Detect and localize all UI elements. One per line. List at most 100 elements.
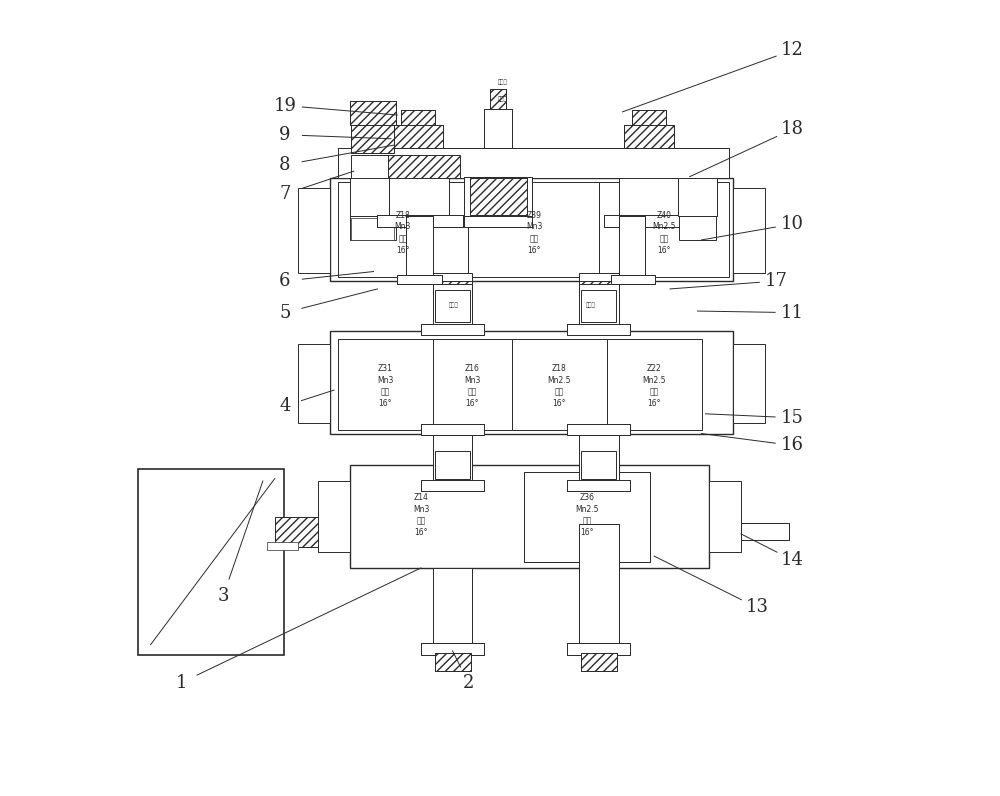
Bar — [567, 643, 630, 655]
Bar — [259, 523, 318, 540]
Bar — [512, 339, 607, 430]
Bar — [581, 654, 617, 671]
Bar — [393, 124, 443, 148]
Bar — [567, 424, 630, 435]
Bar — [741, 523, 789, 540]
Text: 3: 3 — [218, 587, 229, 605]
Bar — [421, 324, 484, 335]
Bar — [484, 109, 512, 148]
Bar — [579, 525, 619, 647]
Bar — [611, 275, 655, 284]
Bar — [567, 480, 630, 491]
Text: 16: 16 — [781, 436, 804, 455]
Bar — [741, 523, 789, 540]
Bar — [464, 177, 532, 217]
Bar — [433, 281, 472, 329]
Bar — [389, 178, 449, 217]
Bar — [138, 469, 284, 655]
Bar — [433, 568, 472, 647]
Bar — [632, 111, 666, 124]
Bar — [567, 424, 630, 435]
Bar — [433, 434, 472, 485]
Bar — [581, 291, 616, 322]
Bar — [599, 182, 729, 277]
Bar — [275, 517, 318, 547]
Bar — [338, 148, 729, 178]
Bar — [468, 182, 599, 277]
Bar — [406, 217, 433, 281]
Bar — [433, 281, 472, 329]
Bar — [421, 424, 484, 435]
Bar — [338, 339, 433, 430]
Bar — [433, 568, 472, 647]
Bar — [604, 215, 690, 228]
Bar — [678, 178, 717, 217]
Bar — [435, 654, 471, 671]
Bar — [604, 215, 690, 228]
Bar — [401, 111, 435, 124]
Text: 19: 19 — [273, 96, 296, 115]
Bar — [632, 111, 666, 124]
Bar — [350, 178, 389, 217]
Bar — [435, 291, 470, 322]
Bar — [298, 188, 330, 273]
Bar — [389, 178, 449, 217]
Bar — [433, 568, 472, 647]
Bar — [433, 434, 472, 485]
Bar — [433, 273, 472, 281]
Bar — [350, 101, 396, 124]
Bar — [350, 217, 396, 240]
Bar — [484, 109, 512, 148]
Text: 5: 5 — [279, 303, 291, 322]
Bar — [604, 215, 690, 228]
Bar — [377, 154, 460, 178]
Bar — [619, 217, 645, 281]
Bar — [524, 471, 650, 563]
Text: 11: 11 — [781, 303, 804, 322]
Bar — [421, 643, 484, 655]
Bar — [433, 281, 472, 329]
Bar — [397, 275, 442, 284]
Text: 17: 17 — [765, 272, 788, 290]
Text: 14: 14 — [781, 551, 804, 569]
Bar — [421, 424, 484, 435]
Bar — [284, 523, 318, 540]
Text: 12: 12 — [781, 41, 804, 59]
Bar — [579, 434, 619, 485]
Bar — [231, 520, 259, 544]
Bar — [421, 480, 484, 491]
Bar — [567, 424, 630, 435]
Bar — [579, 281, 619, 329]
Bar — [275, 517, 318, 547]
Bar — [619, 217, 645, 281]
Text: 输出轴: 输出轴 — [498, 96, 507, 102]
Bar — [259, 523, 318, 540]
Bar — [406, 217, 433, 281]
Bar — [435, 451, 470, 478]
Bar — [581, 451, 616, 478]
Bar — [579, 525, 619, 647]
Text: Z18
Mn3
右旋
16°: Z18 Mn3 右旋 16° — [395, 211, 411, 255]
Bar — [351, 124, 394, 153]
Text: 4: 4 — [279, 397, 291, 415]
Text: Z16
Mn3
右旋
16°: Z16 Mn3 右旋 16° — [464, 364, 481, 408]
Bar — [435, 654, 471, 671]
Text: 同步环: 同步环 — [449, 302, 458, 307]
Text: 7: 7 — [279, 185, 291, 203]
Bar — [624, 124, 674, 148]
Text: Z39
Mn3
左旋
16°: Z39 Mn3 左旋 16° — [526, 211, 542, 255]
Bar — [611, 275, 655, 284]
Bar — [464, 177, 532, 217]
Bar — [678, 178, 717, 217]
Bar — [567, 480, 630, 491]
Bar — [490, 89, 506, 109]
Bar — [624, 124, 674, 148]
Bar — [421, 480, 484, 491]
Bar — [579, 276, 619, 284]
Bar — [470, 178, 527, 215]
Bar — [231, 520, 259, 544]
Bar — [624, 124, 674, 148]
Text: 18: 18 — [781, 120, 804, 139]
Text: Z36
Mn2.5
右旋
16°: Z36 Mn2.5 右旋 16° — [575, 493, 599, 537]
Bar — [350, 101, 396, 124]
